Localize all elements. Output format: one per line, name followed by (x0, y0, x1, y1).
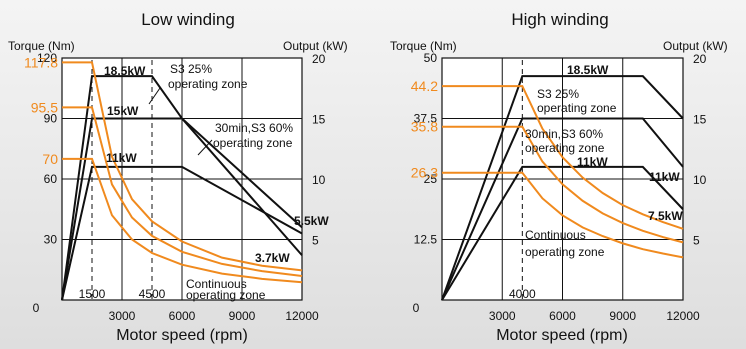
x-marker-label: 1500 (79, 287, 106, 301)
label-7-5kw: 7.5kW (648, 209, 683, 223)
label-continuous: Continuous (525, 228, 586, 242)
x-tick-label: 6000 (169, 309, 196, 323)
y2-tick-label: 15 (312, 113, 326, 127)
y2-tick-label: 10 (312, 173, 326, 187)
torque-tick-label: 26.3 (411, 165, 438, 181)
chart-title: High winding (511, 10, 608, 29)
label-11kw-end: 11kW (649, 170, 680, 184)
x-tick-label: 9000 (229, 309, 256, 323)
output-line-11kw (441, 165, 684, 301)
label-s3-25-zone: operating zone (537, 101, 617, 115)
label-18-5kw: 18.5kW (104, 64, 146, 78)
x-tick-label: 3000 (489, 309, 516, 323)
torque-line-0 (442, 85, 684, 230)
y2-tick-label: 5 (312, 234, 319, 248)
label-5-5kw: 5.5kW (294, 214, 329, 228)
label-30min-zone: operating zone (213, 136, 293, 150)
y2-axis-label: Output (kW) (663, 39, 728, 53)
y2-tick-label: 20 (312, 52, 326, 66)
torque-tick-label: 35.8 (411, 119, 438, 135)
y2-tick-label: 10 (693, 173, 707, 187)
x-axis-label: Motor speed (rpm) (116, 327, 248, 344)
output-line-18-5kw (61, 75, 303, 301)
tick-labels: 3000 6000 9000 12000 0 30 60 90 120 5 10 15 20 1500 45… (24, 51, 326, 323)
label-30min: 30min,S3 60% (525, 127, 603, 141)
x-marker-label: 4500 (139, 287, 166, 301)
chart-high-winding: High winding Torque (Nm) Output (kW) 300… (390, 10, 728, 344)
y-tick-label: 37.5 (414, 112, 438, 126)
series-marks (61, 61, 303, 301)
y2-tick-label: 20 (693, 52, 707, 66)
y-tick-label: 90 (44, 112, 58, 126)
label-continuous-zone: operating zone (186, 288, 266, 302)
torque-line-1 (442, 125, 684, 244)
output-line-18-5kw (441, 75, 684, 301)
label-s3-25-zone: operating zone (168, 77, 248, 91)
x-tick-label: 0 (33, 301, 40, 315)
label-continuous: Continuous (186, 277, 247, 291)
tick-labels: 3000 6000 9000 12000 0 12.5 25 37.5 50 5 10 15 20 400… (411, 51, 707, 323)
x-axis-label: Motor speed (rpm) (496, 327, 628, 344)
label-11kw: 11kW (106, 151, 137, 165)
y2-tick-label: 15 (693, 113, 707, 127)
x-tick-label: 3000 (109, 309, 136, 323)
y2-tick-label: 5 (693, 234, 700, 248)
torque-tick-label: 44.2 (411, 78, 438, 94)
x-tick-label: 6000 (549, 309, 576, 323)
output-line-15kw (61, 117, 303, 301)
label-18-5kw: 18.5kW (567, 63, 609, 77)
torque-tick-label: 117.8 (24, 54, 58, 70)
output-line-11kw (61, 165, 303, 301)
pointer-arrow (148, 87, 161, 105)
torque-line-2 (442, 171, 684, 259)
label-15kw: 15kW (107, 104, 139, 118)
label-s3-25: S3 25% (170, 62, 212, 76)
torque-tick-label: 95.5 (31, 99, 58, 115)
label-s3-25: S3 25% (537, 87, 579, 101)
x-tick-label: 9000 (609, 309, 636, 323)
y-tick-label: 12.5 (414, 233, 438, 247)
y-tick-label: 50 (424, 51, 438, 65)
torque-line-2 (62, 157, 303, 284)
chart-low-winding: Low winding Torque (Nm) Output (kW) 3000… (8, 10, 348, 344)
x-tick-label: 12000 (666, 309, 700, 323)
pointer-arrow (197, 139, 213, 156)
y-axis-label: Torque (Nm) (8, 39, 75, 53)
y-tick-label: 120 (37, 51, 57, 65)
label-11kw: 11kW (577, 155, 608, 169)
torque-tick-label: 70 (42, 151, 58, 167)
label-continuous-zone: operating zone (525, 245, 605, 259)
torque-line-0 (62, 61, 303, 272)
torque-line-1 (62, 106, 303, 277)
output-line-15kw (441, 117, 684, 301)
y-tick-label: 25 (424, 172, 438, 186)
label-30min: 30min,S3 60% (215, 121, 293, 135)
x-tick-label: 12000 (285, 309, 319, 323)
label-30min-zone: operating zone (525, 141, 605, 155)
chart-title: Low winding (141, 10, 235, 29)
y2-axis-label: Output (kW) (283, 39, 348, 53)
label-3-7kw: 3.7kW (255, 251, 290, 265)
x-marker-label: 4000 (509, 287, 536, 301)
series-marks (441, 75, 684, 301)
y-tick-label: 30 (44, 233, 58, 247)
y-axis-label: Torque (Nm) (390, 39, 457, 53)
y-tick-label: 60 (44, 172, 58, 186)
x-tick-label: 0 (413, 301, 420, 315)
